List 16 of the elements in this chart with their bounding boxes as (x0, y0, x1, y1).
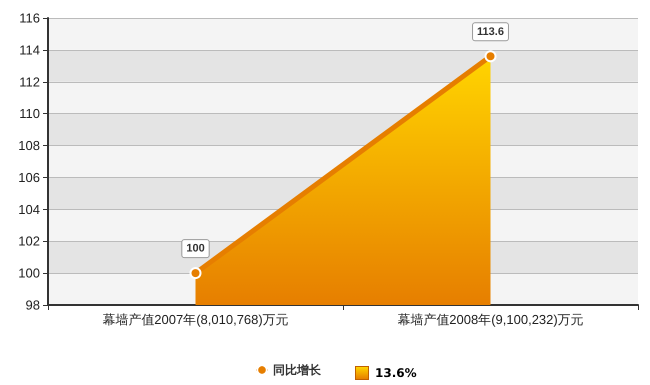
y-tick-label: 102 (18, 234, 40, 249)
y-tick-label: 110 (19, 106, 40, 122)
y-tick-label: 116 (19, 10, 40, 26)
y-tick-label: 108 (18, 138, 40, 154)
x-tick-label: 幕墙产值2008年(9,100,232)万元 (397, 312, 584, 327)
data-label: 100 (186, 242, 205, 255)
text: 13.6% (375, 366, 417, 380)
data-label: 113.6 (477, 26, 504, 38)
y-tick-label: 98 (26, 298, 40, 312)
y-tick-label: 100 (18, 266, 40, 281)
y-tick-label: 106 (18, 170, 40, 185)
y-tick-label: 112 (19, 74, 40, 90)
y-tick-label: 114 (19, 42, 40, 58)
legend-label: 同比增长 (273, 363, 322, 377)
y-tick-label: 104 (18, 202, 40, 217)
x-tick-label: 幕墙产值2007年(8,010,768)万元 (102, 312, 289, 327)
